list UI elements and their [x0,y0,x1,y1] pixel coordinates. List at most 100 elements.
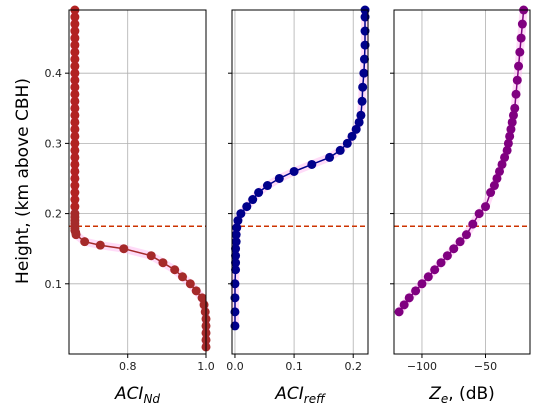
data-point [404,293,414,303]
data-point [347,131,357,141]
x-tick-label: 1.0 [197,360,215,373]
data-point [70,202,80,212]
data-point [70,75,80,85]
data-point [236,209,246,219]
data-point [70,166,80,176]
data-point [512,75,522,85]
data-point [70,152,80,162]
data-point [70,33,80,43]
data-point [342,138,352,148]
data-point [358,82,368,92]
data-point [231,258,241,268]
data-point [357,96,367,106]
data-point [360,12,370,22]
data-point [508,110,518,120]
data-point [360,26,370,36]
data-point [423,272,433,282]
data-point [70,103,80,113]
axes-frame [68,9,207,355]
data-point [70,40,80,50]
data-point [70,26,80,36]
axes-frame [393,9,531,355]
x-axis-label: ACIreff [274,384,326,406]
data-point [70,138,80,148]
data-point [517,19,527,29]
data-point [70,145,80,155]
data-point [515,47,525,57]
data-point [197,293,207,303]
data-point [497,159,507,169]
data-point [231,244,241,254]
data-point [511,89,521,99]
y-tick-label: 0.1 [45,278,63,291]
data-point [442,251,452,261]
data-point [449,244,459,254]
data-point [417,279,427,289]
series-glow [70,10,210,347]
data-point [70,188,80,198]
x-tick-label: 0.0 [226,360,244,373]
data-point [514,61,524,71]
data-point [503,138,513,148]
data-point [119,244,129,254]
data-point [70,173,80,183]
data-point [70,68,80,78]
series-glow [231,10,369,326]
data-point [248,195,258,205]
data-point [399,300,409,310]
data-point [335,145,345,155]
data-point [231,265,241,275]
data-point [70,110,80,120]
data-point [516,33,526,43]
x-tick-label: 0.2 [344,360,362,373]
data-point [510,103,520,113]
y-tick-label: 0.2 [45,208,63,221]
data-point [356,110,366,120]
data-point [307,159,317,169]
x-tick-label: 0.1 [285,360,303,373]
data-point [70,54,80,64]
data-point [474,209,484,219]
data-point [351,124,361,134]
data-point [430,265,440,275]
data-point [170,265,180,275]
data-point [70,195,80,205]
data-point [80,237,90,247]
data-point [411,286,421,296]
data-point [200,307,210,317]
data-point [70,117,80,127]
data-point [191,286,201,296]
x-tick-label: −100 [407,360,437,373]
data-point [394,307,404,317]
data-point [486,188,496,198]
data-point [461,230,471,240]
data-point [494,166,504,176]
data-point [500,152,510,162]
data-point [506,124,516,134]
data-point [230,279,240,289]
x-tick-label: 0.8 [119,360,137,373]
data-point [70,124,80,134]
data-point [70,82,80,92]
data-point [232,223,242,233]
panel-acireff: 0.0 0.1 0.2 ACIreff [226,5,370,406]
data-point [231,251,241,261]
data-point [455,237,465,247]
data-point [231,230,241,240]
data-point [359,54,369,64]
data-point [70,12,80,22]
data-point [505,131,515,141]
data-point [325,152,335,162]
data-point [70,96,80,106]
data-point [468,219,478,229]
data-point [507,117,517,127]
data-point [481,202,491,212]
data-point [70,47,80,57]
data-point [70,61,80,71]
data-point [146,251,156,261]
data-point [274,173,284,183]
data-point [254,188,264,198]
data-point [70,131,80,141]
panel-acind: 0.1 0.2 0.3 0.4 0.8 1.0 ACINd [45,5,215,406]
data-point [231,237,241,247]
